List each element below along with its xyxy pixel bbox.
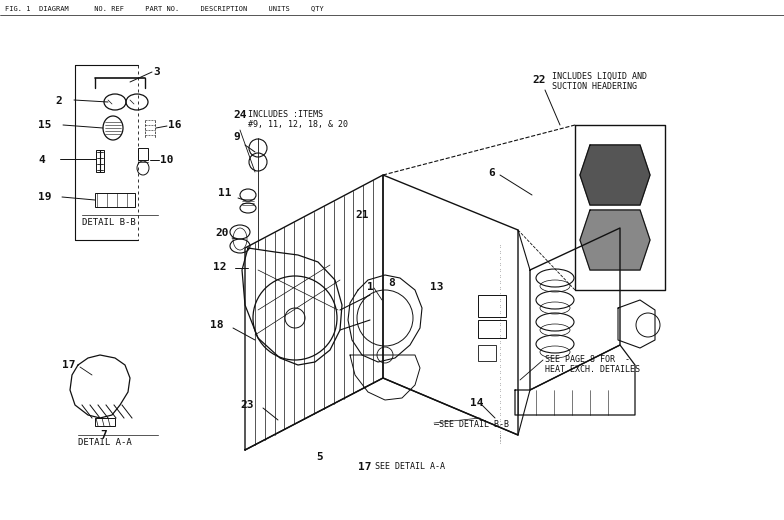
Text: INCLUDES :ITEMS: INCLUDES :ITEMS — [248, 110, 323, 119]
Text: 15: 15 — [38, 120, 52, 130]
Text: 4: 4 — [38, 155, 45, 165]
Text: 9: 9 — [233, 132, 240, 142]
Text: 6: 6 — [488, 168, 495, 178]
Text: 20: 20 — [215, 228, 228, 238]
Text: 18: 18 — [210, 320, 223, 330]
Text: FIG. 1  DIAGRAM      NO. REF     PART NO.     DESCRIPTION     UNITS     QTY: FIG. 1 DIAGRAM NO. REF PART NO. DESCRIPT… — [5, 5, 324, 11]
Bar — [138, 148, 148, 160]
Polygon shape — [580, 145, 650, 205]
Text: SEE DETAIL A-A: SEE DETAIL A-A — [375, 462, 445, 471]
Text: SUCTION HEADERING: SUCTION HEADERING — [552, 82, 637, 91]
Text: 5: 5 — [316, 452, 323, 462]
Text: 2: 2 — [55, 96, 62, 106]
Text: HEAT EXCH. DETAILES: HEAT EXCH. DETAILES — [545, 365, 640, 374]
Text: 23: 23 — [240, 400, 253, 410]
Polygon shape — [580, 210, 650, 270]
Text: DETAIL B-B: DETAIL B-B — [82, 218, 136, 227]
Text: 10: 10 — [160, 155, 173, 165]
Text: 22: 22 — [532, 75, 546, 85]
Text: 17: 17 — [358, 462, 372, 472]
Bar — [95, 418, 115, 426]
Bar — [478, 295, 506, 317]
Text: 3: 3 — [153, 67, 160, 77]
Bar — [478, 320, 506, 338]
Text: 14: 14 — [470, 398, 484, 408]
Text: #9, 11, 12, 18, & 20: #9, 11, 12, 18, & 20 — [248, 120, 348, 129]
Text: 1: 1 — [367, 282, 374, 292]
Bar — [96, 150, 104, 172]
Text: 16: 16 — [168, 120, 182, 130]
Text: DETAIL A-A: DETAIL A-A — [78, 438, 132, 447]
Text: INCLUDES LIQUID AND: INCLUDES LIQUID AND — [552, 72, 647, 81]
Text: 7: 7 — [100, 430, 107, 440]
Text: —SEE DETAIL B-B: —SEE DETAIL B-B — [434, 420, 509, 429]
Text: 24: 24 — [233, 110, 246, 120]
Text: 19: 19 — [38, 192, 52, 202]
Bar — [478, 345, 496, 361]
Bar — [95, 193, 135, 207]
Text: 13: 13 — [430, 282, 444, 292]
Text: 8: 8 — [388, 278, 395, 288]
Text: 21: 21 — [355, 210, 368, 220]
Text: 17: 17 — [62, 360, 75, 370]
Text: SEE PAGE 8 FOR  -: SEE PAGE 8 FOR - — [545, 355, 630, 364]
Text: 11: 11 — [218, 188, 231, 198]
Text: 12: 12 — [213, 262, 227, 272]
